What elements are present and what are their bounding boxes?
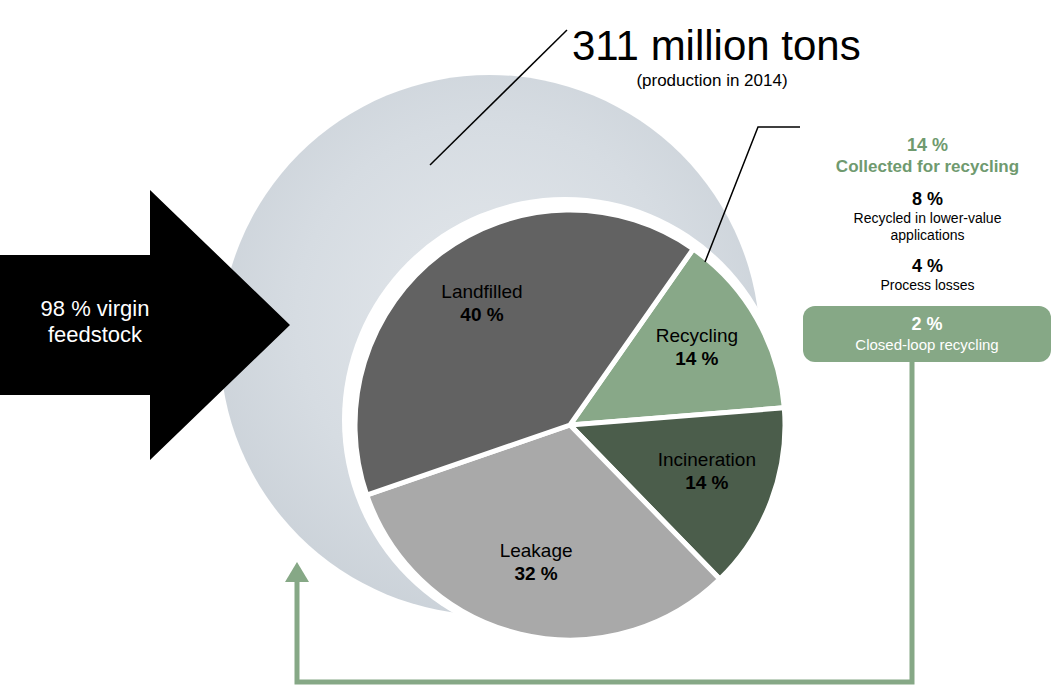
html-text:4 %: 4 %	[912, 256, 943, 276]
html-text:Collected for recycling: Collected for recycling	[835, 157, 1020, 176]
svg-text:Recycling14 %: Recycling14 %	[656, 325, 738, 369]
html-text:98 % virgin feedstock: 98 % virgin feedstock	[40, 296, 150, 347]
html-text:8 %: 8 %	[912, 189, 943, 209]
svg-text:Landfilled40 %: Landfilled40 %	[441, 281, 522, 325]
html-text:2 %: 2 %	[911, 314, 943, 334]
html-text:Closed-loop recycling: Closed-loop recycling	[855, 336, 999, 353]
html-text:Process losses: Process losses	[880, 277, 975, 293]
html-text:Recycled in lower-value applic: Recycled in lower-value applications	[853, 210, 1002, 243]
svg-text:Incineration14 %: Incineration14 %	[658, 449, 756, 493]
svg-text:(production in 2014): (production in 2014)	[636, 71, 787, 90]
svg-text:311 million tons: 311 million tons	[572, 22, 861, 69]
svg-text:Leakage32 %: Leakage32 %	[500, 540, 573, 584]
html-text:14 %: 14 %	[907, 135, 948, 155]
